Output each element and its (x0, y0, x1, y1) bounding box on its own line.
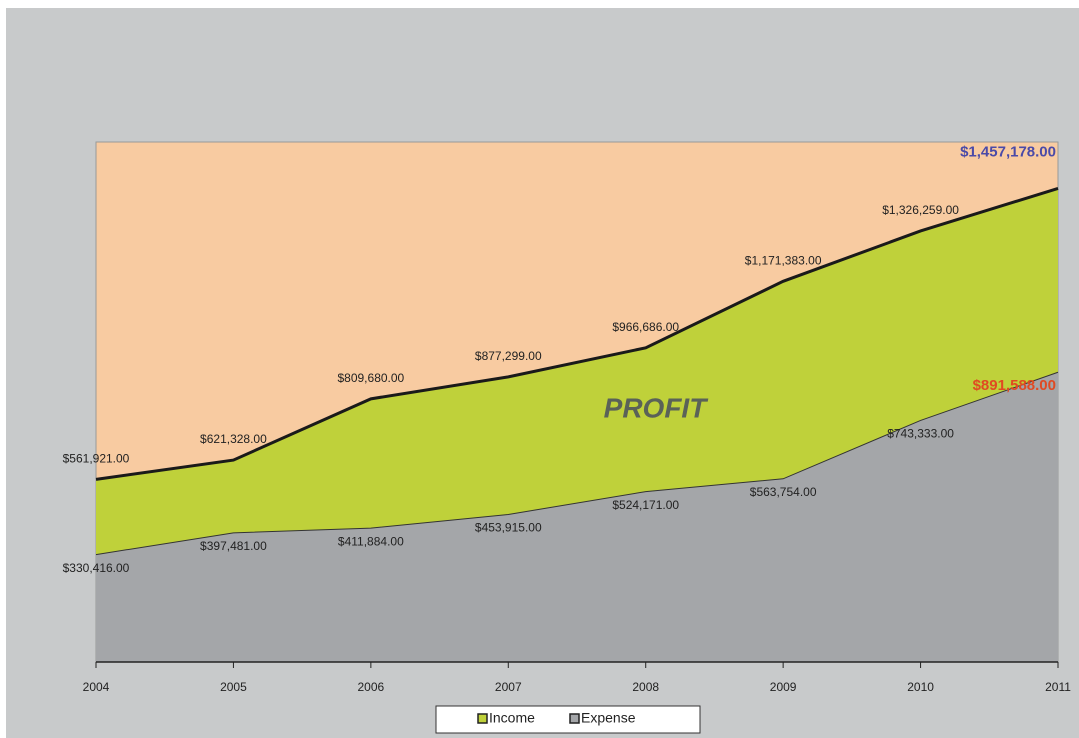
data-label: $524,171.00 (612, 498, 679, 512)
annotation: PROFIT (604, 392, 710, 423)
legend-swatch (569, 713, 580, 724)
x-tick-label: 2004 (83, 680, 110, 694)
data-label: $1,457,178.00 (960, 143, 1056, 160)
x-tick-label: 2011 (1045, 680, 1071, 694)
area (96, 372, 1058, 662)
series-line (95, 186, 1059, 481)
legend-label: Expense (581, 710, 636, 726)
data-label: $743,333.00 (887, 427, 954, 441)
data-label: $563,754.00 (750, 485, 817, 499)
x-tick-label: 2008 (632, 680, 659, 694)
data-label: $1,326,259.00 (882, 203, 959, 217)
data-label: $330,416.00 (63, 561, 130, 575)
data-label: $809,680.00 (337, 371, 404, 385)
x-tick-label: 2010 (907, 680, 934, 694)
legend: Income Expense (435, 705, 701, 734)
data-label: $397,481.00 (200, 539, 267, 553)
data-label: $891,588.00 (973, 377, 1056, 394)
data-label: $453,915.00 (475, 521, 542, 535)
x-tick-label: 2006 (358, 680, 385, 694)
data-label: $561,921.00 (63, 452, 130, 466)
x-tick-label: 2005 (220, 680, 247, 694)
data-label: $966,686.00 (612, 320, 679, 334)
data-label: $877,299.00 (475, 349, 542, 363)
x-tick-label: 2009 (770, 680, 797, 694)
series-line (95, 371, 1059, 556)
legend-box (435, 705, 701, 734)
legend-swatch (477, 713, 488, 724)
data-label: $621,328.00 (200, 432, 267, 446)
data-label: $1,171,383.00 (745, 253, 822, 267)
data-label: $411,884.00 (338, 534, 404, 548)
legend-label: Income (489, 710, 535, 726)
x-tick-label: 2007 (495, 680, 522, 694)
